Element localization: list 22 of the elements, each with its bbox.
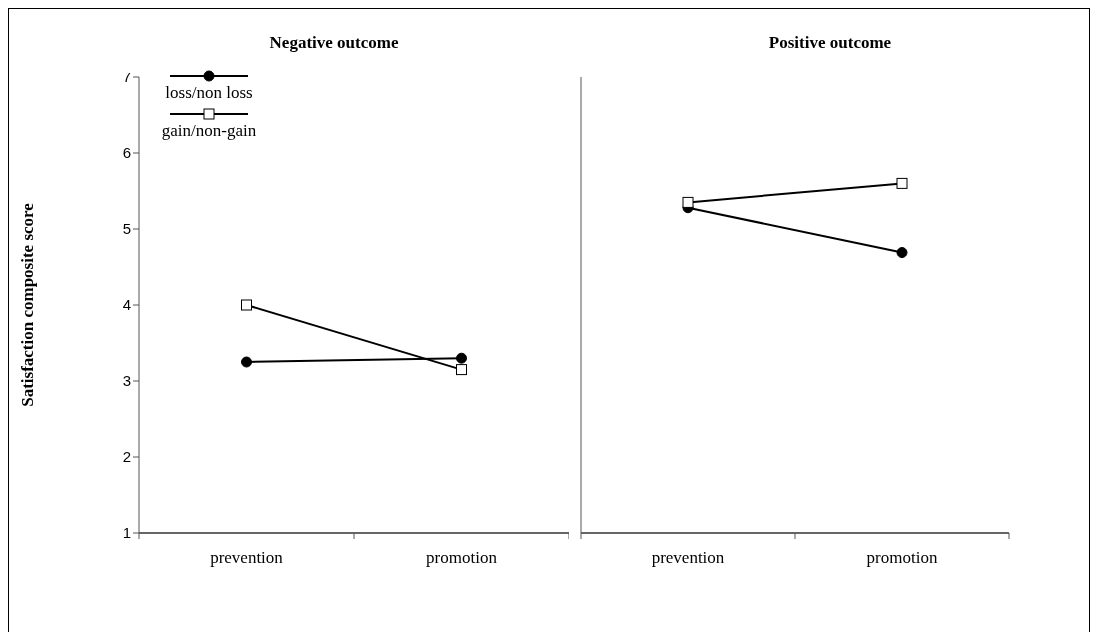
legend-label: loss/non loss (164, 83, 254, 103)
x-tick-label: prevention (210, 548, 284, 567)
y-tick-label: 1 (122, 524, 131, 542)
x-tick-label: promotion (426, 548, 498, 567)
point (682, 196, 694, 208)
x-tick-label: promotion (866, 548, 938, 567)
point (456, 352, 467, 364)
point (456, 364, 467, 376)
legend-label: gain/non-gain (160, 121, 258, 141)
y-tick-label: 3 (122, 372, 131, 390)
x-tick-label: prevention (651, 548, 725, 567)
point (241, 299, 252, 311)
chart-title: Positive outcome (767, 32, 893, 54)
point (896, 247, 908, 259)
y-tick-label: 6 (122, 144, 131, 162)
y-axis-title: Satisfaction composite score (18, 202, 38, 407)
point (241, 356, 252, 368)
point (896, 177, 908, 189)
y-tick-label: 5 (122, 220, 131, 238)
y-tick-label: 2 (122, 448, 131, 466)
chart-title: Negative outcome (269, 33, 399, 52)
y-tick-label: 4 (122, 296, 131, 314)
